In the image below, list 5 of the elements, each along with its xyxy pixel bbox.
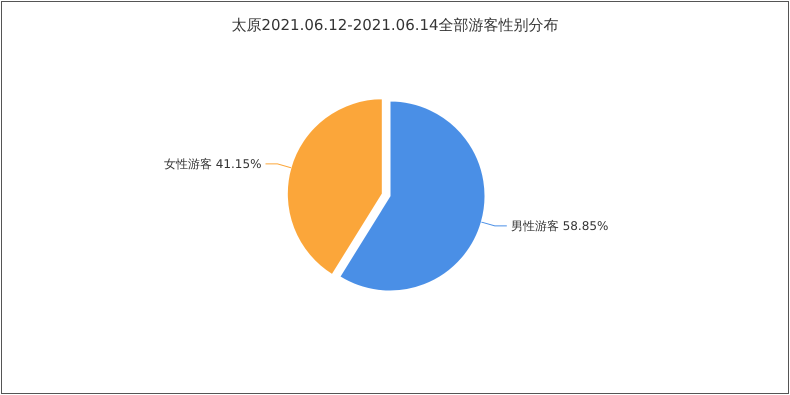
data-label: 58.85%: [562, 218, 608, 233]
data-label: 41.15%: [216, 156, 262, 171]
slice-label: 男性游客: [510, 218, 559, 233]
slice-label: 女性游客: [164, 156, 212, 171]
chart-title: 太原2021.06.12-2021.06.14全部游客性别分布: [231, 16, 559, 34]
